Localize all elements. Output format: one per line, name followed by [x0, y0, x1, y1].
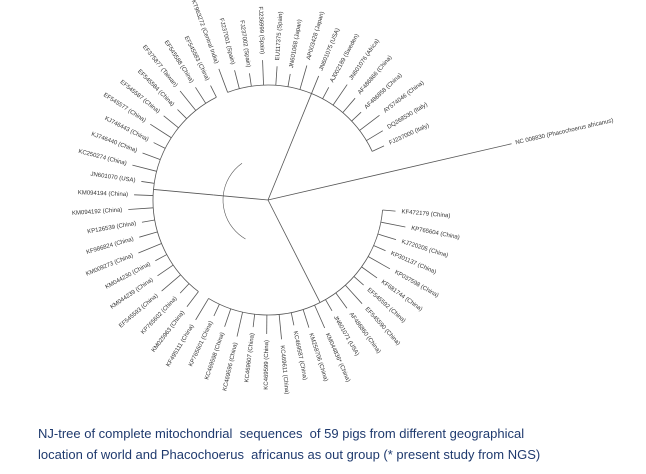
- leaf-label: KC469587 (China): [292, 331, 308, 381]
- branch: [138, 243, 162, 254]
- branch: [139, 231, 158, 238]
- branch: [153, 189, 214, 196]
- branch: [195, 298, 209, 321]
- leaf-label: KM094194 (China): [78, 190, 129, 198]
- branch: [351, 111, 362, 122]
- branch: [132, 164, 157, 172]
- branch: [224, 308, 232, 327]
- branch: [186, 291, 199, 307]
- branch: [179, 283, 190, 294]
- caption-line: location of world and Phacochoerus afric…: [38, 447, 541, 462]
- leaf-label: KC469596 (China): [222, 342, 239, 392]
- leaf-label: KF986824 (China): [86, 237, 135, 256]
- branch: [227, 84, 373, 152]
- branch: [282, 93, 312, 164]
- branch: [299, 262, 321, 303]
- branch: [213, 194, 269, 201]
- branch: [344, 284, 363, 304]
- leaf-label: KM094192 (China): [72, 207, 123, 216]
- branch: [322, 87, 330, 99]
- leaf-label: KC469599 (China): [264, 340, 270, 390]
- branch: [218, 68, 228, 93]
- leaf-label: EU117375 (Spain): [275, 11, 284, 60]
- leaf-label: KC469598 (China): [204, 332, 226, 381]
- leaf-label: KC469611 (China): [279, 345, 290, 395]
- branch: [342, 97, 356, 113]
- leaf-label: KP126539 (China): [87, 221, 137, 235]
- branch: [150, 123, 172, 139]
- branch: [325, 299, 333, 312]
- branch: [155, 254, 167, 262]
- branch: [141, 219, 155, 223]
- branch: [157, 264, 174, 277]
- caption-line: NJ-tree of complete mitochondrial sequen…: [38, 426, 525, 441]
- branch: [179, 90, 197, 111]
- branch: [252, 314, 256, 328]
- leaf-label: JN601070 (USA): [90, 172, 136, 185]
- branch: [262, 60, 264, 86]
- branch: [141, 181, 155, 184]
- branch: [234, 70, 240, 89]
- branch: [335, 292, 348, 309]
- branch: [163, 115, 179, 129]
- outgroup-label: NC 008830 (Phacochoerus africanus): [515, 118, 614, 146]
- branch: [134, 194, 154, 196]
- branch: [299, 65, 308, 90]
- root-arc: [222, 154, 314, 246]
- branch: [377, 233, 397, 241]
- branch: [311, 75, 320, 94]
- leaf-label: KC250274 (China): [78, 149, 128, 167]
- leaf-label: AP003428 (Japan): [306, 11, 326, 61]
- branch: [278, 314, 282, 340]
- branch: [382, 209, 396, 212]
- branch: [367, 256, 391, 270]
- branch: [195, 87, 207, 104]
- branch: [128, 207, 154, 210]
- branch: [208, 209, 383, 316]
- branch: [366, 130, 383, 141]
- outgroup-branch: [267, 143, 512, 201]
- leaf-label: KF472179 (China): [401, 209, 450, 219]
- branch: [332, 84, 348, 106]
- branch: [302, 309, 310, 328]
- leaf-label: JN601068 (Japan): [289, 19, 303, 69]
- leaf-label: KM258706 (China): [307, 333, 328, 383]
- leaf-label: FJ237001 (Spain): [218, 18, 236, 66]
- branch: [142, 152, 161, 160]
- branch: [314, 304, 326, 329]
- branch: [373, 245, 386, 252]
- branch: [249, 73, 252, 87]
- branch: [161, 274, 181, 292]
- leaf-label: KC469607 (China): [244, 333, 256, 383]
- leaf-label: KJ720205 (China): [401, 239, 449, 259]
- leaf-label: KP765604 (China): [411, 226, 461, 241]
- tree: FJ237000 (Italy)DQ268530 (Italy)AY574046…: [72, 0, 614, 395]
- branch: [353, 276, 364, 286]
- branch: [267, 162, 284, 201]
- branch: [359, 114, 380, 131]
- leaf-label: FJ236999 (Spain): [257, 6, 265, 54]
- branch: [361, 266, 378, 279]
- branch: [380, 221, 406, 228]
- branch: [177, 109, 187, 119]
- branch: [213, 304, 220, 317]
- branch: [275, 66, 278, 86]
- branch: [287, 73, 291, 87]
- leaf-label: FJ237002 (Spain): [238, 20, 251, 68]
- branch: [210, 85, 217, 98]
- branch: [153, 142, 166, 149]
- branch: [267, 199, 301, 263]
- branch: [290, 312, 295, 326]
- branch: [236, 312, 243, 337]
- branch: [372, 145, 385, 152]
